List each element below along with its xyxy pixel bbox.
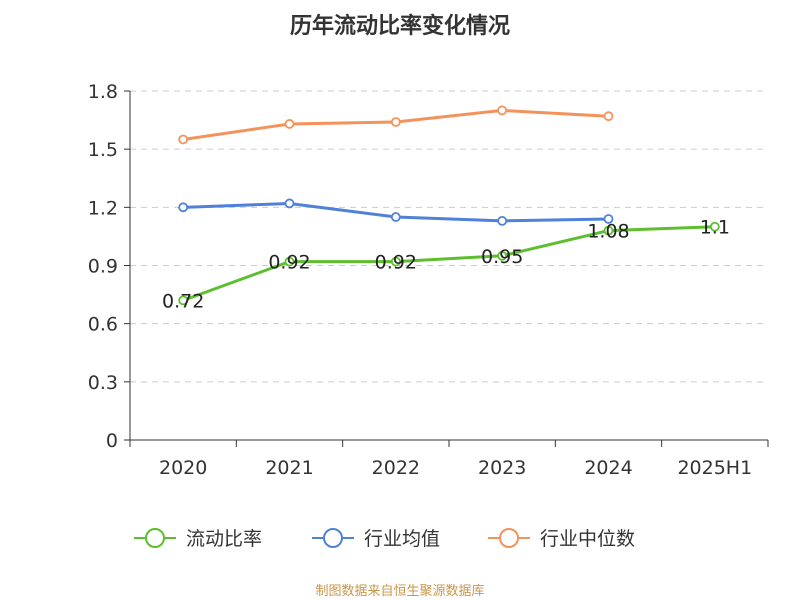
y-tick-label: 0.6 <box>88 314 118 336</box>
x-tick-label: 2025H1 <box>677 457 752 479</box>
y-tick-label: 0 <box>106 430 118 452</box>
y-tick-label: 1.8 <box>88 81 118 103</box>
data-point[interactable] <box>603 214 614 224</box>
y-tick-label: 1.5 <box>88 139 118 161</box>
data-point[interactable] <box>603 111 614 122</box>
x-tick-label: 2022 <box>372 457 420 479</box>
y-tick-label: 1.2 <box>88 197 118 219</box>
legend-swatch-marker <box>499 528 519 548</box>
legend-label: 行业中位数 <box>540 528 635 550</box>
legend-item[interactable]: 流动比率 <box>134 528 262 550</box>
data-point[interactable] <box>284 119 295 129</box>
legend-item[interactable]: 行业均值 <box>312 528 440 550</box>
data-point[interactable] <box>390 256 401 267</box>
chart-title: 历年流动比率变化情况 <box>289 14 510 39</box>
grid-lines <box>130 90 768 383</box>
data-label: 0.92 <box>268 252 310 274</box>
legend-label: 行业均值 <box>364 528 440 550</box>
legend[interactable]: 流动比率 行业均值 行业中位数 <box>134 528 635 550</box>
data-point[interactable] <box>178 202 189 213</box>
x-tick-label: 2023 <box>478 457 526 479</box>
data-label: 1.1 <box>700 217 730 239</box>
legend-label: 流动比率 <box>186 528 262 550</box>
y-tick-label: 0.3 <box>88 372 118 394</box>
data-point[interactable] <box>497 105 508 116</box>
x-tick-label: 2020 <box>159 457 207 479</box>
axes: 0 0.3 0.6 0.9 1.2 1.5 1.8 2020 2021 2022 2023 2024 2… <box>88 81 769 479</box>
data-point[interactable] <box>284 256 295 267</box>
data-point[interactable] <box>390 212 401 222</box>
data-point[interactable] <box>390 117 401 127</box>
data-labels: 0.72 0.92 0.92 0.95 1.08 1.1 <box>162 217 730 313</box>
series-line-0 <box>182 225 715 302</box>
series-lines <box>178 105 720 306</box>
legend-item[interactable]: 行业中位数 <box>488 528 635 550</box>
legend-swatch-marker <box>145 528 165 548</box>
data-point[interactable] <box>497 216 508 226</box>
x-tick-label: 2021 <box>265 457 313 479</box>
data-label: 1.08 <box>587 221 629 243</box>
data-point[interactable] <box>497 250 508 261</box>
data-point[interactable] <box>709 221 720 232</box>
data-point[interactable] <box>284 198 295 209</box>
data-point[interactable] <box>178 295 189 306</box>
data-label: 0.72 <box>162 290 204 312</box>
data-point[interactable] <box>603 225 614 236</box>
data-label: 0.92 <box>375 252 417 274</box>
y-tick-label: 0.9 <box>88 256 118 278</box>
data-label: 0.95 <box>481 246 523 268</box>
legend-swatch-marker <box>323 528 343 548</box>
x-tick-label: 2024 <box>584 457 632 479</box>
source-note: 制图数据来自恒生聚源数据库 <box>315 584 485 599</box>
data-point[interactable] <box>178 134 189 145</box>
